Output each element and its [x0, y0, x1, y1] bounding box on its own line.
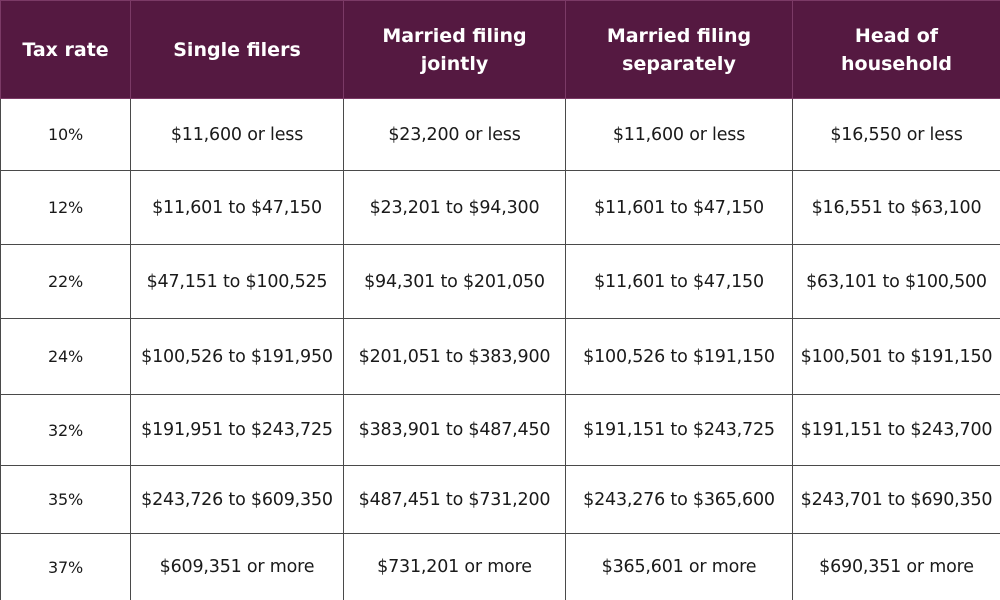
- table-cell: $487,451 to $731,200: [343, 465, 566, 534]
- header-label: Married filing jointly: [382, 24, 527, 75]
- table-row: 24% $100,526 to $191,950 $201,051 to $38…: [0, 318, 1000, 395]
- table-cell: $191,151 to $243,725: [565, 394, 793, 466]
- rate-cell: 22%: [0, 244, 131, 319]
- header-label: Head of household: [841, 24, 952, 75]
- table-cell: $23,200 or less: [343, 98, 566, 171]
- table-cell: $690,351 or more: [792, 533, 1000, 600]
- header-label: Single filers: [173, 38, 301, 61]
- table-cell: $11,600 or less: [130, 98, 344, 171]
- table-cell: $201,051 to $383,900: [343, 318, 566, 395]
- rate-cell: 35%: [0, 465, 131, 534]
- table-cell: $100,526 to $191,950: [130, 318, 344, 395]
- table-header: Tax rate Single filers Married filing jo…: [0, 0, 1000, 99]
- table-cell: $609,351 or more: [130, 533, 344, 600]
- table-cell: $243,726 to $609,350: [130, 465, 344, 534]
- table-cell: $63,101 to $100,500: [792, 244, 1000, 319]
- header-cell-single-filers: Single filers: [130, 0, 344, 99]
- table-cell: $11,601 to $47,150: [565, 244, 793, 319]
- header-cell-head-of-household: Head of household: [792, 0, 1000, 99]
- header-cell-married-separately: Married filing separately: [565, 0, 793, 99]
- table-row: 10% $11,600 or less $23,200 or less $11,…: [0, 98, 1000, 171]
- table-cell: $100,526 to $191,150: [565, 318, 793, 395]
- table-row: 32% $191,951 to $243,725 $383,901 to $48…: [0, 394, 1000, 466]
- header-cell-tax-rate: Tax rate: [0, 0, 131, 99]
- table-cell: $100,501 to $191,150: [792, 318, 1000, 395]
- table-cell: $731,201 or more: [343, 533, 566, 600]
- table-cell: $191,151 to $243,700: [792, 394, 1000, 466]
- table-row: 35% $243,726 to $609,350 $487,451 to $73…: [0, 465, 1000, 534]
- table-cell: $23,201 to $94,300: [343, 170, 566, 245]
- table-cell: $365,601 or more: [565, 533, 793, 600]
- table-cell: $11,601 to $47,150: [130, 170, 344, 245]
- header-label: Tax rate: [22, 38, 109, 61]
- rate-cell: 24%: [0, 318, 131, 395]
- table-cell: $16,551 to $63,100: [792, 170, 1000, 245]
- table-row: 22% $47,151 to $100,525 $94,301 to $201,…: [0, 244, 1000, 319]
- table-row: 37% $609,351 or more $731,201 or more $3…: [0, 533, 1000, 600]
- table-body: 10% $11,600 or less $23,200 or less $11,…: [0, 98, 1000, 600]
- table-cell: $11,600 or less: [565, 98, 793, 171]
- table-cell: $243,701 to $690,350: [792, 465, 1000, 534]
- table-cell: $383,901 to $487,450: [343, 394, 566, 466]
- rate-cell: 10%: [0, 98, 131, 171]
- header-label: Married filing separately: [606, 24, 752, 75]
- header-cell-married-jointly: Married filing jointly: [343, 0, 566, 99]
- table-cell: $16,550 or less: [792, 98, 1000, 171]
- rate-cell: 32%: [0, 394, 131, 466]
- table-cell: $47,151 to $100,525: [130, 244, 344, 319]
- rate-cell: 37%: [0, 533, 131, 600]
- table-cell: $11,601 to $47,150: [565, 170, 793, 245]
- table-row: 12% $11,601 to $47,150 $23,201 to $94,30…: [0, 170, 1000, 245]
- table-cell: $243,276 to $365,600: [565, 465, 793, 534]
- table-cell: $191,951 to $243,725: [130, 394, 344, 466]
- table-cell: $94,301 to $201,050: [343, 244, 566, 319]
- rate-cell: 12%: [0, 170, 131, 245]
- header-row: Tax rate Single filers Married filing jo…: [0, 0, 1000, 99]
